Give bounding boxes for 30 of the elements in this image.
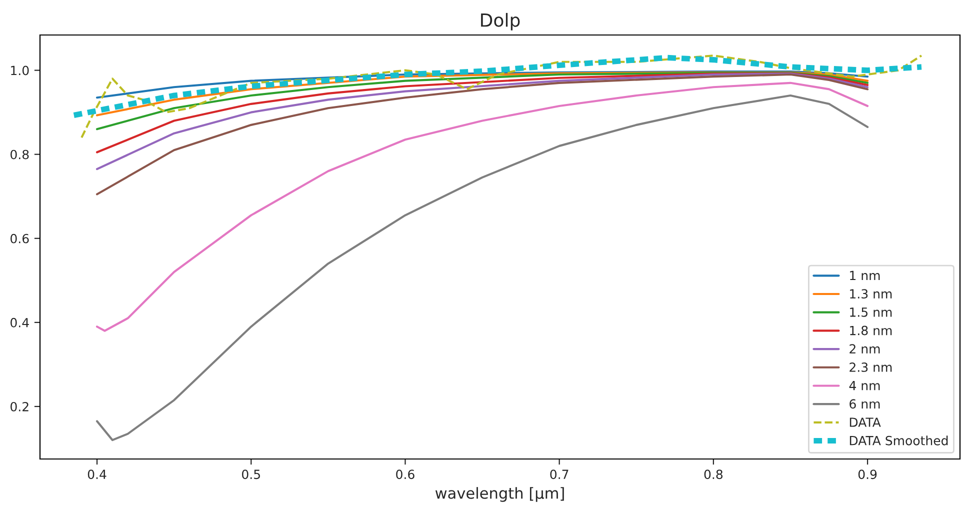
y-tick-label: 1.0 — [11, 66, 29, 76]
legend-label: DATA — [850, 418, 881, 427]
legend-label: 1.8 nm — [850, 326, 892, 336]
chart-title: Dolp — [481, 12, 520, 30]
line-series — [96, 73, 869, 196]
line-series — [96, 72, 869, 170]
line-series — [96, 72, 869, 154]
x-tick-label: 0.5 — [242, 470, 260, 480]
legend-label: 6 nm — [850, 399, 880, 409]
x-axis-title: wavelength [μm] — [435, 487, 564, 502]
legend-label: 1.3 nm — [850, 289, 892, 299]
legend-label: 2.3 nm — [850, 362, 892, 372]
y-tick-label: 0.6 — [10, 234, 29, 244]
x-tick-label: 0.7 — [550, 470, 568, 480]
line-series — [80, 54, 923, 139]
legend-label: 1.5 nm — [850, 308, 892, 317]
x-tick-label: 0.8 — [704, 470, 723, 480]
line-series — [96, 70, 869, 99]
legend-label: DATA Smoothed — [850, 436, 948, 446]
legend-label: 2 nm — [850, 344, 880, 354]
legend-label: 1 nm — [850, 270, 880, 280]
line-series — [96, 72, 869, 130]
y-tick-label: 0.8 — [10, 150, 29, 160]
x-tick-label: 0.4 — [88, 470, 106, 480]
y-tick-label: 0.2 — [10, 402, 28, 412]
x-tick-label: 0.9 — [858, 470, 877, 480]
y-tick-label: 0.4 — [10, 318, 29, 328]
line-series — [96, 71, 869, 116]
x-tick-label: 0.6 — [396, 470, 414, 480]
legend-label: 4 nm — [849, 380, 880, 390]
